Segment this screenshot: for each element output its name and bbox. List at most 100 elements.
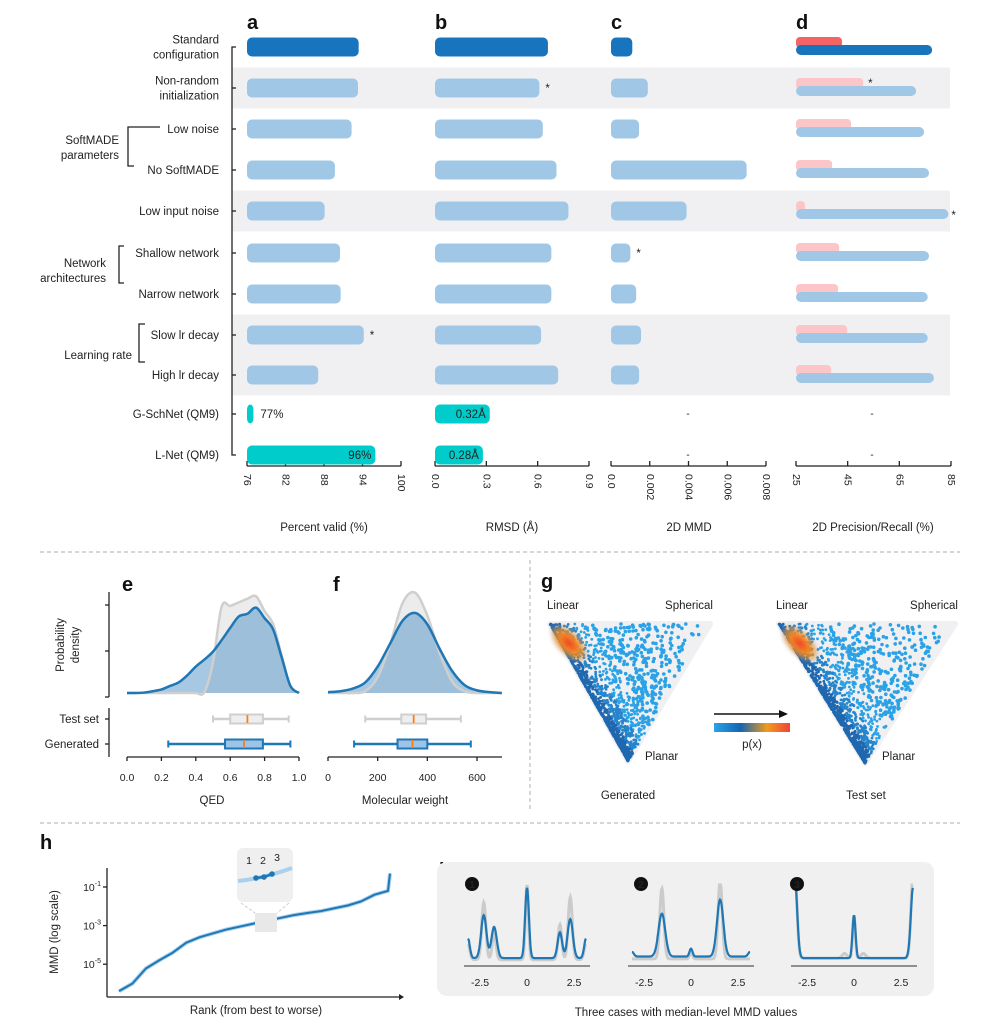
scatter-point	[810, 632, 814, 635]
scatter-point	[608, 681, 612, 685]
scatter-point	[573, 666, 577, 670]
scatter-point	[594, 703, 598, 706]
scatter-point	[622, 700, 626, 704]
scatter-point	[609, 655, 614, 660]
scatter-point	[684, 622, 688, 626]
scatter-point	[598, 699, 601, 703]
colorbar	[714, 723, 790, 732]
scatter-point	[825, 663, 829, 667]
scatter-point	[826, 696, 830, 700]
scatter-point	[623, 629, 628, 634]
scatter-point	[632, 701, 635, 705]
group-bracket-learning-rate	[138, 323, 145, 363]
bar	[247, 160, 335, 180]
x-tick-label: 0.6	[532, 474, 544, 489]
bar	[611, 365, 640, 385]
scatter-point	[633, 723, 636, 727]
scatter-point	[621, 742, 625, 746]
x-tick-label: -2.5	[635, 977, 653, 989]
x-tick-label: 0.004	[683, 474, 695, 500]
x-tick-label: 100	[395, 474, 407, 492]
scatter-point	[838, 673, 841, 676]
scatter-point	[646, 693, 650, 698]
scatter-point	[668, 647, 673, 651]
scatter-point	[874, 742, 878, 745]
scatter-point	[856, 727, 859, 731]
scatter-point	[876, 725, 879, 728]
bar	[611, 243, 631, 263]
scatter-point	[824, 690, 828, 693]
x-tick-label: 1.0	[292, 772, 307, 784]
scatter-point	[830, 707, 834, 711]
scatter-point	[652, 656, 656, 661]
scatter-point	[869, 645, 873, 649]
scatter-point	[598, 665, 602, 669]
subplot-title: Test set	[846, 790, 886, 802]
subplot-title: Generated	[601, 790, 655, 802]
scatter-point	[903, 680, 907, 684]
scatter-point	[640, 707, 644, 712]
scatter-point	[626, 758, 630, 762]
scatter-point	[892, 659, 896, 663]
scatter-point	[604, 720, 607, 723]
scatter-point	[653, 684, 658, 689]
scatter-point	[831, 647, 834, 651]
scatter-point	[858, 659, 862, 663]
scatter-point	[885, 705, 889, 709]
x-tick-label: 0.6	[223, 772, 238, 784]
scatter-point	[647, 622, 651, 627]
scatter-point	[585, 633, 588, 636]
scatter-point	[670, 631, 674, 635]
scatter-point	[634, 628, 638, 633]
scatter-point	[866, 708, 870, 712]
scatter-point	[622, 704, 626, 708]
scatter-point	[852, 690, 856, 693]
x-axis-title: 2D Precision/Recall (%)	[812, 522, 934, 534]
scatter-point	[588, 686, 592, 689]
row-label: Low input noise	[139, 206, 219, 218]
scatter-point	[903, 651, 908, 655]
row-label: Standard	[172, 35, 219, 47]
scatter-point	[862, 743, 865, 747]
scatter-point	[607, 724, 610, 728]
scatter-point	[583, 684, 587, 688]
scatter-point	[814, 668, 818, 672]
scatter-point	[599, 674, 602, 678]
scatter-point	[811, 668, 815, 671]
bar	[435, 445, 483, 465]
scatter-point	[669, 636, 673, 641]
scatter-point	[851, 726, 855, 730]
scatter-point	[884, 635, 889, 640]
scatter-point	[845, 711, 849, 715]
corner-label-spherical: Spherical	[910, 600, 958, 612]
scatter-point	[632, 652, 637, 656]
scatter-point	[859, 704, 863, 708]
scatter-point	[831, 633, 836, 638]
scatter-point	[850, 652, 854, 657]
scatter-point	[859, 686, 863, 689]
scatter-point	[889, 705, 893, 709]
x-tick-label: 0.0	[429, 474, 441, 489]
scatter-point	[815, 674, 818, 677]
scatter-point	[817, 687, 821, 691]
scatter-point	[600, 712, 603, 716]
scatter-point	[828, 653, 832, 656]
scatter-point	[653, 669, 658, 673]
scatter-point	[903, 646, 907, 650]
scatter-point	[654, 641, 658, 646]
scatter-point	[887, 653, 891, 658]
scatter-point	[871, 741, 875, 744]
scatter-point	[896, 703, 900, 707]
scatter-point	[834, 700, 837, 704]
scatter-point	[625, 662, 630, 667]
scatter-point	[638, 738, 641, 742]
scatter-point	[636, 632, 640, 637]
scatter-point	[836, 636, 841, 640]
y-tick-label: 10-1	[83, 881, 101, 894]
scatter-point	[890, 701, 894, 706]
scatter-point	[631, 687, 635, 692]
group-label: architectures	[40, 273, 106, 285]
significance-star: *	[545, 83, 550, 95]
scatter-point	[860, 752, 864, 756]
scatter-point	[651, 717, 655, 722]
